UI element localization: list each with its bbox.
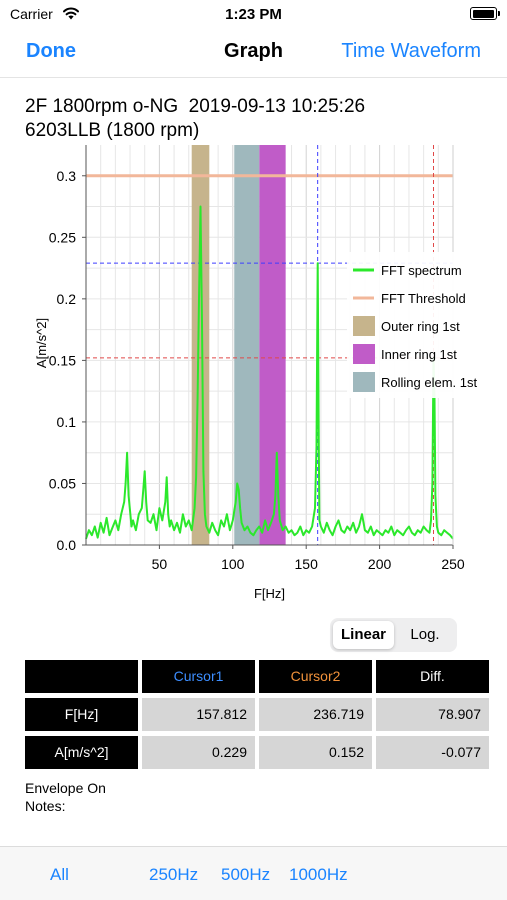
- notes-label: Notes:: [25, 798, 66, 814]
- scale-toggle: Linear Log.: [330, 618, 457, 652]
- legend-label-fft-spectrum: FFT spectrum: [381, 263, 462, 278]
- x-tick-label: 100: [221, 556, 245, 572]
- legend-label-outer-ring-1st: Outer ring 1st: [381, 319, 460, 334]
- y-axis-label: A[m/s^2]: [34, 318, 49, 368]
- table-cell: 0.152: [259, 736, 372, 769]
- band-outer-ring-1st: [191, 145, 210, 545]
- x-tick-label: 150: [295, 556, 319, 572]
- y-tick-label: 0.25: [49, 229, 76, 245]
- fft-chart[interactable]: 0.0 0.05 0.1 0.15 0.2 0.25 0.3 50 100 150 200 250 F[…: [0, 140, 507, 610]
- wifi-icon: [63, 7, 79, 20]
- table-cell: -0.077: [376, 736, 489, 769]
- navigation-bar: Done Graph Time Waveform: [0, 30, 507, 78]
- y-tick-label: 0.15: [49, 352, 76, 368]
- x-axis-label: F[Hz]: [254, 586, 285, 601]
- table-header-diff: Diff.: [376, 660, 489, 693]
- time-waveform-button[interactable]: Time Waveform: [341, 40, 481, 62]
- y-tick-label: 0.3: [57, 168, 77, 184]
- linear-scale-button[interactable]: Linear: [333, 621, 394, 649]
- range-selector: All 250Hz 500Hz 1000Hz: [0, 846, 507, 900]
- table-row-label: A[m/s^2]: [25, 736, 138, 769]
- legend-swatch-outer-ring-1st: [353, 316, 375, 336]
- band-rolling-elem-1st: [234, 145, 260, 545]
- table-header-cursor2: Cursor2: [259, 660, 372, 693]
- legend-label-inner-ring-1st: Inner ring 1st: [381, 347, 457, 362]
- status-bar: Carrier 1:23 PM: [0, 0, 507, 30]
- range-button-250hz[interactable]: 250Hz: [149, 865, 199, 884]
- carrier-label: Carrier: [10, 6, 53, 22]
- range-button-all[interactable]: All: [50, 865, 69, 884]
- table-cell: 0.229: [142, 736, 255, 769]
- envelope-status: Envelope On: [25, 780, 106, 796]
- y-tick-label: 0.1: [57, 414, 77, 430]
- table-row-label: F[Hz]: [25, 698, 138, 731]
- table-cell: 236.719: [259, 698, 372, 731]
- table-cell: 78.907: [376, 698, 489, 731]
- done-button[interactable]: Done: [26, 40, 76, 62]
- x-tick-label: 200: [368, 556, 392, 572]
- range-button-500hz[interactable]: 500Hz: [221, 865, 271, 884]
- log-scale-button[interactable]: Log.: [410, 626, 440, 643]
- y-tick-label: 0.05: [49, 475, 76, 491]
- battery-icon: [470, 7, 500, 20]
- y-tick-label: 0.2: [57, 291, 77, 307]
- x-tick-label: 50: [152, 556, 168, 572]
- x-tick-label: 250: [441, 556, 465, 572]
- y-tick-label: 0.0: [57, 537, 77, 553]
- band-inner-ring-1st: [259, 145, 286, 545]
- legend-swatch-inner-ring-1st: [353, 344, 375, 364]
- range-button-1000hz[interactable]: 1000Hz: [289, 865, 348, 884]
- table-corner: [25, 660, 138, 693]
- legend-label-rolling-elem-1st: Rolling elem. 1st: [381, 375, 477, 390]
- bearing-info: 6203LLB (1800 rpm): [25, 120, 200, 141]
- fft-spectrum-line: [85, 205, 454, 540]
- chart-legend: FFT spectrum FFT Threshold Outer ring 1st I…: [347, 252, 495, 398]
- legend-label-fft-threshold: FFT Threshold: [381, 291, 466, 306]
- measurement-info: 2F 1800rpm o-NG 2019-09-13 10:25:26: [25, 96, 366, 117]
- table-cell: 157.812: [142, 698, 255, 731]
- table-header-cursor1: Cursor1: [142, 660, 255, 693]
- status-time: 1:23 PM: [225, 6, 282, 23]
- legend-swatch-rolling-elem-1st: [353, 372, 375, 392]
